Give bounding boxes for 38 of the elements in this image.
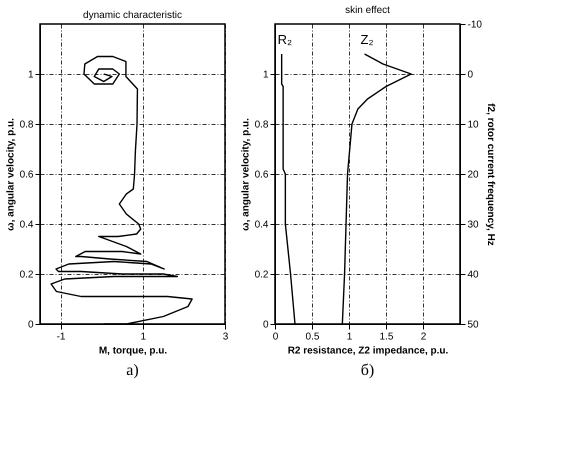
x-tick-label: 1 bbox=[346, 332, 353, 342]
y-tick-label: 0.8 bbox=[20, 120, 34, 130]
y-tick-label: 0.4 bbox=[20, 220, 34, 230]
y-tick-label: 0 bbox=[262, 320, 269, 330]
y2-axis-title: f2, rotor current frequency, Hz bbox=[484, 103, 496, 246]
x-tick-label: 3 bbox=[222, 332, 229, 342]
x-axis-title: R2 resistance, Z2 impedance, p.u. bbox=[288, 346, 449, 356]
y2-tick-label: 0 bbox=[468, 70, 474, 80]
chart-title: dynamic characteristic bbox=[83, 10, 182, 21]
y-tick-label: 1 bbox=[262, 70, 269, 80]
text: a) bbox=[126, 362, 139, 379]
y-axis-title: ω, angular velocity, p.u. bbox=[6, 118, 17, 231]
x-tick-label: 1 bbox=[140, 332, 146, 342]
y-tick-label: 0.8 bbox=[254, 120, 269, 130]
y2-tick-label: -10 bbox=[468, 20, 482, 30]
y-tick-label: 0.2 bbox=[254, 270, 269, 280]
y2-tick-label: 50 bbox=[468, 320, 480, 330]
y2-tick-label: 40 bbox=[468, 270, 480, 280]
x-tick-label: 1.5 bbox=[380, 332, 394, 342]
text: б) bbox=[360, 362, 374, 379]
x-tick-label: 0 bbox=[272, 332, 279, 342]
y-tick-label: 0 bbox=[28, 320, 34, 330]
x-tick-label: -1 bbox=[56, 332, 66, 342]
x-tick-label: 0.5 bbox=[306, 332, 320, 342]
y-tick-label: 0.4 bbox=[254, 220, 269, 230]
y2-tick-label: 20 bbox=[468, 170, 480, 180]
y-tick-label: 0.2 bbox=[20, 270, 34, 280]
y2-tick-label: 10 bbox=[468, 120, 480, 130]
series-label: Z₂ bbox=[360, 32, 374, 47]
y-tick-label: 0.6 bbox=[254, 170, 269, 180]
y2-tick-label: 30 bbox=[468, 220, 480, 230]
chart-title: skin effect bbox=[345, 5, 390, 16]
series-label: R₂ bbox=[278, 32, 292, 47]
y-axis-title: ω, angular velocity, p.u. bbox=[240, 118, 252, 231]
y-tick-label: 1 bbox=[28, 70, 34, 80]
x-axis-title: M, torque, p.u. bbox=[98, 346, 168, 356]
x-tick-label: 2 bbox=[420, 332, 427, 342]
y-tick-label: 0.6 bbox=[20, 170, 34, 180]
